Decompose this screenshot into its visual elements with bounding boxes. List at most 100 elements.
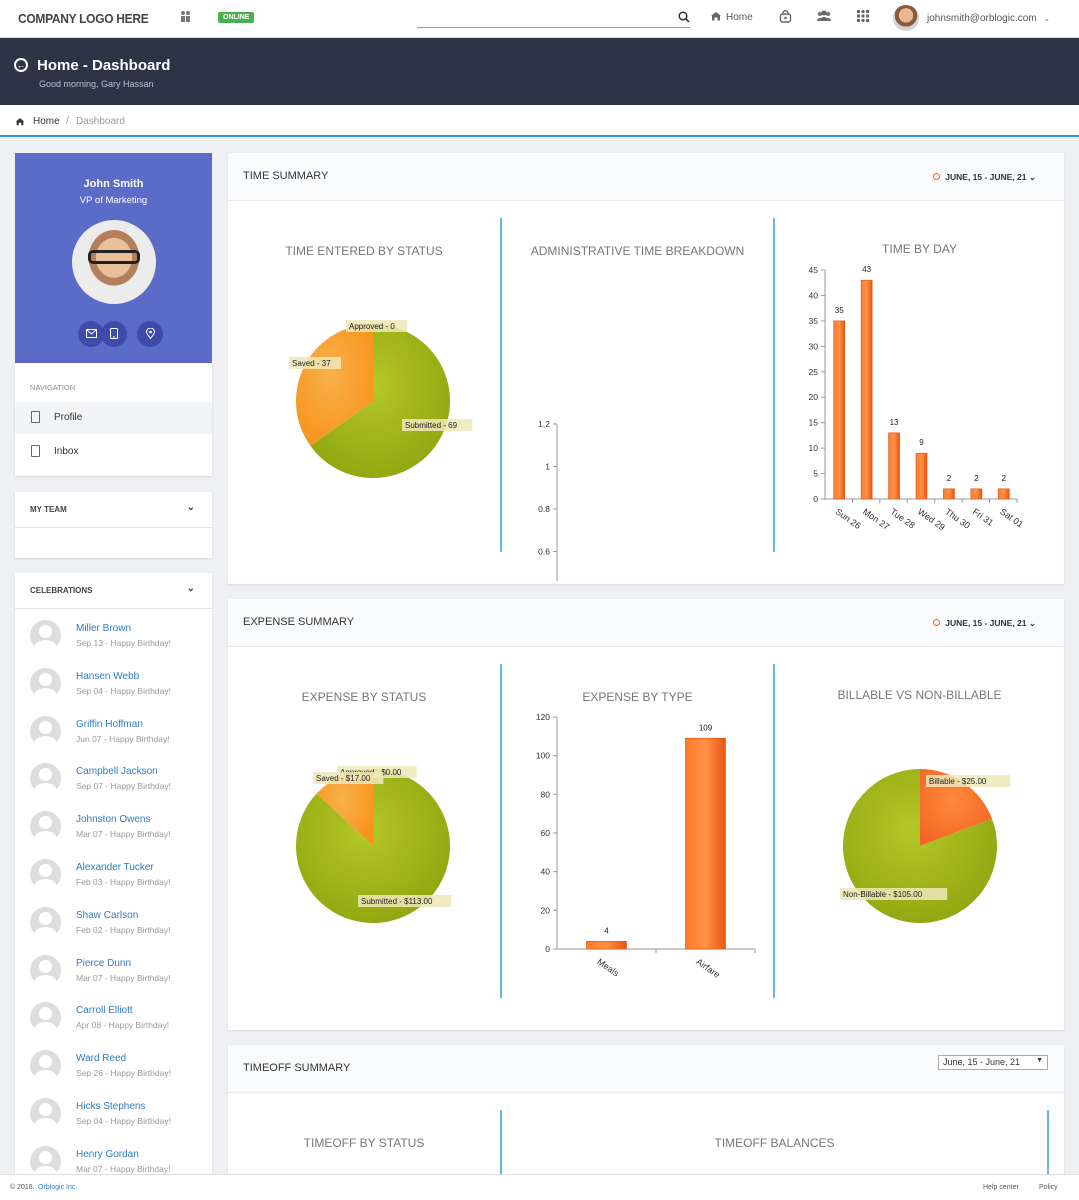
timeoff-date-select[interactable]: June, 15 - June, 21 ▼: [938, 1055, 1048, 1070]
x-tick-label: Thu 30: [943, 506, 972, 530]
apps-grid-icon[interactable]: [857, 10, 869, 26]
chart-title: EXPENSE BY STATUS: [301, 690, 427, 704]
person-avatar: [30, 715, 61, 747]
celebration-item[interactable]: Hicks Stephens Sep 04 - Happy Birthday!: [15, 1092, 212, 1139]
y-tick-label: 0.8: [538, 504, 550, 514]
chart-title: ADMINISTRATIVE TIME BREAKDOWN: [530, 244, 745, 258]
home-icon: [15, 118, 25, 126]
nav-item-profile[interactable]: Profile: [15, 402, 212, 434]
person-name[interactable]: Johnston Owens: [76, 814, 151, 826]
policy-link[interactable]: Policy: [1039, 1184, 1058, 1191]
celebration-item[interactable]: Carroll Elliott Apr 08 - Happy Birthday!: [15, 996, 212, 1043]
celebration-item[interactable]: Alexander Tucker Feb 03 - Happy Birthday!: [15, 853, 212, 900]
chart-divider: [773, 218, 775, 552]
celebration-item[interactable]: Griffin Hoffman Jun 07 - Happy Birthday!: [15, 710, 212, 757]
pie-slice: [310, 324, 450, 478]
chevron-down-icon[interactable]: ⌄: [186, 502, 195, 513]
team-icon[interactable]: [816, 10, 832, 27]
lock-icon[interactable]: [779, 10, 792, 27]
celebration-item[interactable]: Miller Brown Sep 13 - Happy Birthday!: [15, 614, 212, 661]
phone-button[interactable]: [101, 321, 127, 347]
profile-name: John Smith: [83, 178, 144, 190]
person-name[interactable]: Griffin Hoffman: [76, 718, 143, 730]
person-name[interactable]: Henry Gordan: [76, 1148, 139, 1160]
person-name[interactable]: Miller Brown: [76, 623, 132, 634]
breadcrumb-separator: /: [66, 116, 69, 127]
footer-company-link[interactable]: Orblogic Inc.: [38, 1184, 78, 1191]
y-tick-label: 40: [541, 867, 551, 877]
navigation-card: NAVIGATION Profile Inbox: [15, 363, 212, 476]
celebration-item[interactable]: Campbell Jackson Sep 07 - Happy Birthday!: [15, 757, 212, 804]
pie-label-bg: [358, 895, 452, 907]
greeting-text: Good morning, Gary Hassan: [39, 79, 154, 89]
envelope-icon: [85, 329, 97, 338]
time-summary-panel: TIME SUMMARY JUNE, 15 - JUNE, 21 ⌄ TIME …: [228, 153, 1064, 584]
person-name[interactable]: Alexander Tucker: [76, 862, 154, 873]
celebration-item[interactable]: Hansen Webb Sep 04 - Happy Birthday!: [15, 662, 212, 709]
top-bar: COMPANY LOGO HERE ONLINE Home johnsmith@…: [0, 0, 1079, 38]
location-button[interactable]: [137, 321, 163, 347]
celebration-item[interactable]: Pierce Dunn Mar 07 - Happy Birthday!: [15, 949, 212, 996]
y-tick-label: 10: [809, 443, 819, 453]
celebration-item[interactable]: Henry Gordan Mar 07 - Happy Birthday!: [15, 1140, 212, 1174]
pie-label: Submitted - 69: [405, 421, 458, 430]
pie-slice: [920, 769, 992, 846]
user-menu[interactable]: johnsmith@orblogic.com ⌄: [927, 13, 1050, 24]
expense-by-type-bar-chart: 0 20 40 60 80 100 120 4 Meals 109 Airfare: [536, 712, 756, 980]
time-entered-pie-chart: Approved - 0 Saved - 37 Submitted - 69: [289, 320, 473, 478]
chart-title: TIMEOFF BALANCES: [714, 1136, 835, 1150]
search-input[interactable]: [417, 27, 690, 28]
footer-copyright: © 2018.: [10, 1184, 35, 1191]
y-tick-label: 0.6: [538, 547, 550, 557]
person-name[interactable]: Carroll Elliott: [76, 1005, 133, 1017]
person-name[interactable]: Campbell Jackson: [76, 766, 158, 778]
y-tick-label: 0: [813, 494, 818, 504]
person-avatar: [30, 1098, 61, 1129]
celebration-item[interactable]: Johnston Owens Mar 07 - Happy Birthday!: [15, 805, 212, 852]
nav-item-inbox[interactable]: Inbox: [15, 436, 212, 468]
email-button[interactable]: [78, 321, 104, 347]
chevron-down-icon: ⌄: [1028, 172, 1036, 182]
celebrations-header[interactable]: CELEBRATIONS ⌄: [15, 573, 212, 609]
bar: [888, 432, 900, 500]
user-avatar[interactable]: [893, 5, 919, 31]
pie-label: Approved - 0: [349, 322, 395, 331]
person-avatar: [30, 1145, 61, 1174]
chart-divider: [500, 218, 502, 552]
date-range-label: JUNE, 15 - JUNE, 21: [945, 618, 1027, 628]
people-icon[interactable]: [179, 10, 192, 27]
expense-summary-date-range[interactable]: JUNE, 15 - JUNE, 21 ⌄: [933, 618, 1036, 629]
pie-label: Billable - $25.00: [929, 777, 987, 786]
celebrations-card: CELEBRATIONS ⌄ Miller Brown Sep 13 - Happ…: [15, 573, 212, 1174]
time-summary-date-range[interactable]: JUNE, 15 - JUNE, 21 ⌄: [933, 172, 1036, 183]
home-link-label: Home: [726, 12, 753, 23]
timeoff-summary-title: TIMEOFF SUMMARY: [243, 1062, 351, 1074]
person-celebration-note: Sep 07 - Happy Birthday!: [76, 781, 171, 792]
person-name[interactable]: Hicks Stephens: [76, 1101, 146, 1112]
my-team-header[interactable]: MY TEAM ⌄: [15, 492, 212, 528]
x-tick-label: Sat 01: [998, 506, 1025, 529]
person-name[interactable]: Pierce Dunn: [76, 957, 132, 969]
bar-value-label: 2: [947, 474, 952, 483]
back-arrow-icon[interactable]: ←: [14, 58, 28, 72]
profile-role: VP of Marketing: [79, 195, 148, 206]
person-name[interactable]: Shaw Carlson: [76, 909, 139, 921]
celebrations-title: CELEBRATIONS: [30, 586, 93, 595]
celebration-item[interactable]: Ward Reed Sep 26 - Happy Birthday!: [15, 1044, 212, 1091]
y-tick-label: 25: [809, 367, 819, 377]
person-name[interactable]: Hansen Webb: [76, 670, 140, 682]
help-center-link[interactable]: Help center: [983, 1184, 1019, 1191]
person-name[interactable]: Ward Reed: [76, 1053, 127, 1065]
chevron-down-icon: ⌄: [1028, 618, 1036, 628]
search-icon[interactable]: [678, 10, 690, 28]
bar-value-label: 4: [604, 926, 609, 935]
chevron-down-icon[interactable]: ⌄: [186, 583, 195, 594]
y-tick-label: 20: [541, 905, 551, 915]
chart-title: EXPENSE BY TYPE: [582, 690, 693, 704]
person-celebration-note: Sep 04 - Happy Birthday!: [76, 1116, 171, 1126]
home-link[interactable]: Home: [710, 11, 753, 23]
company-logo[interactable]: COMPANY LOGO HERE: [18, 11, 149, 26]
celebration-item[interactable]: Shaw Carlson Feb 02 - Happy Birthday!: [15, 901, 212, 948]
breadcrumb-home[interactable]: Home: [33, 116, 60, 127]
chart-title: TIME BY DAY: [882, 242, 957, 256]
